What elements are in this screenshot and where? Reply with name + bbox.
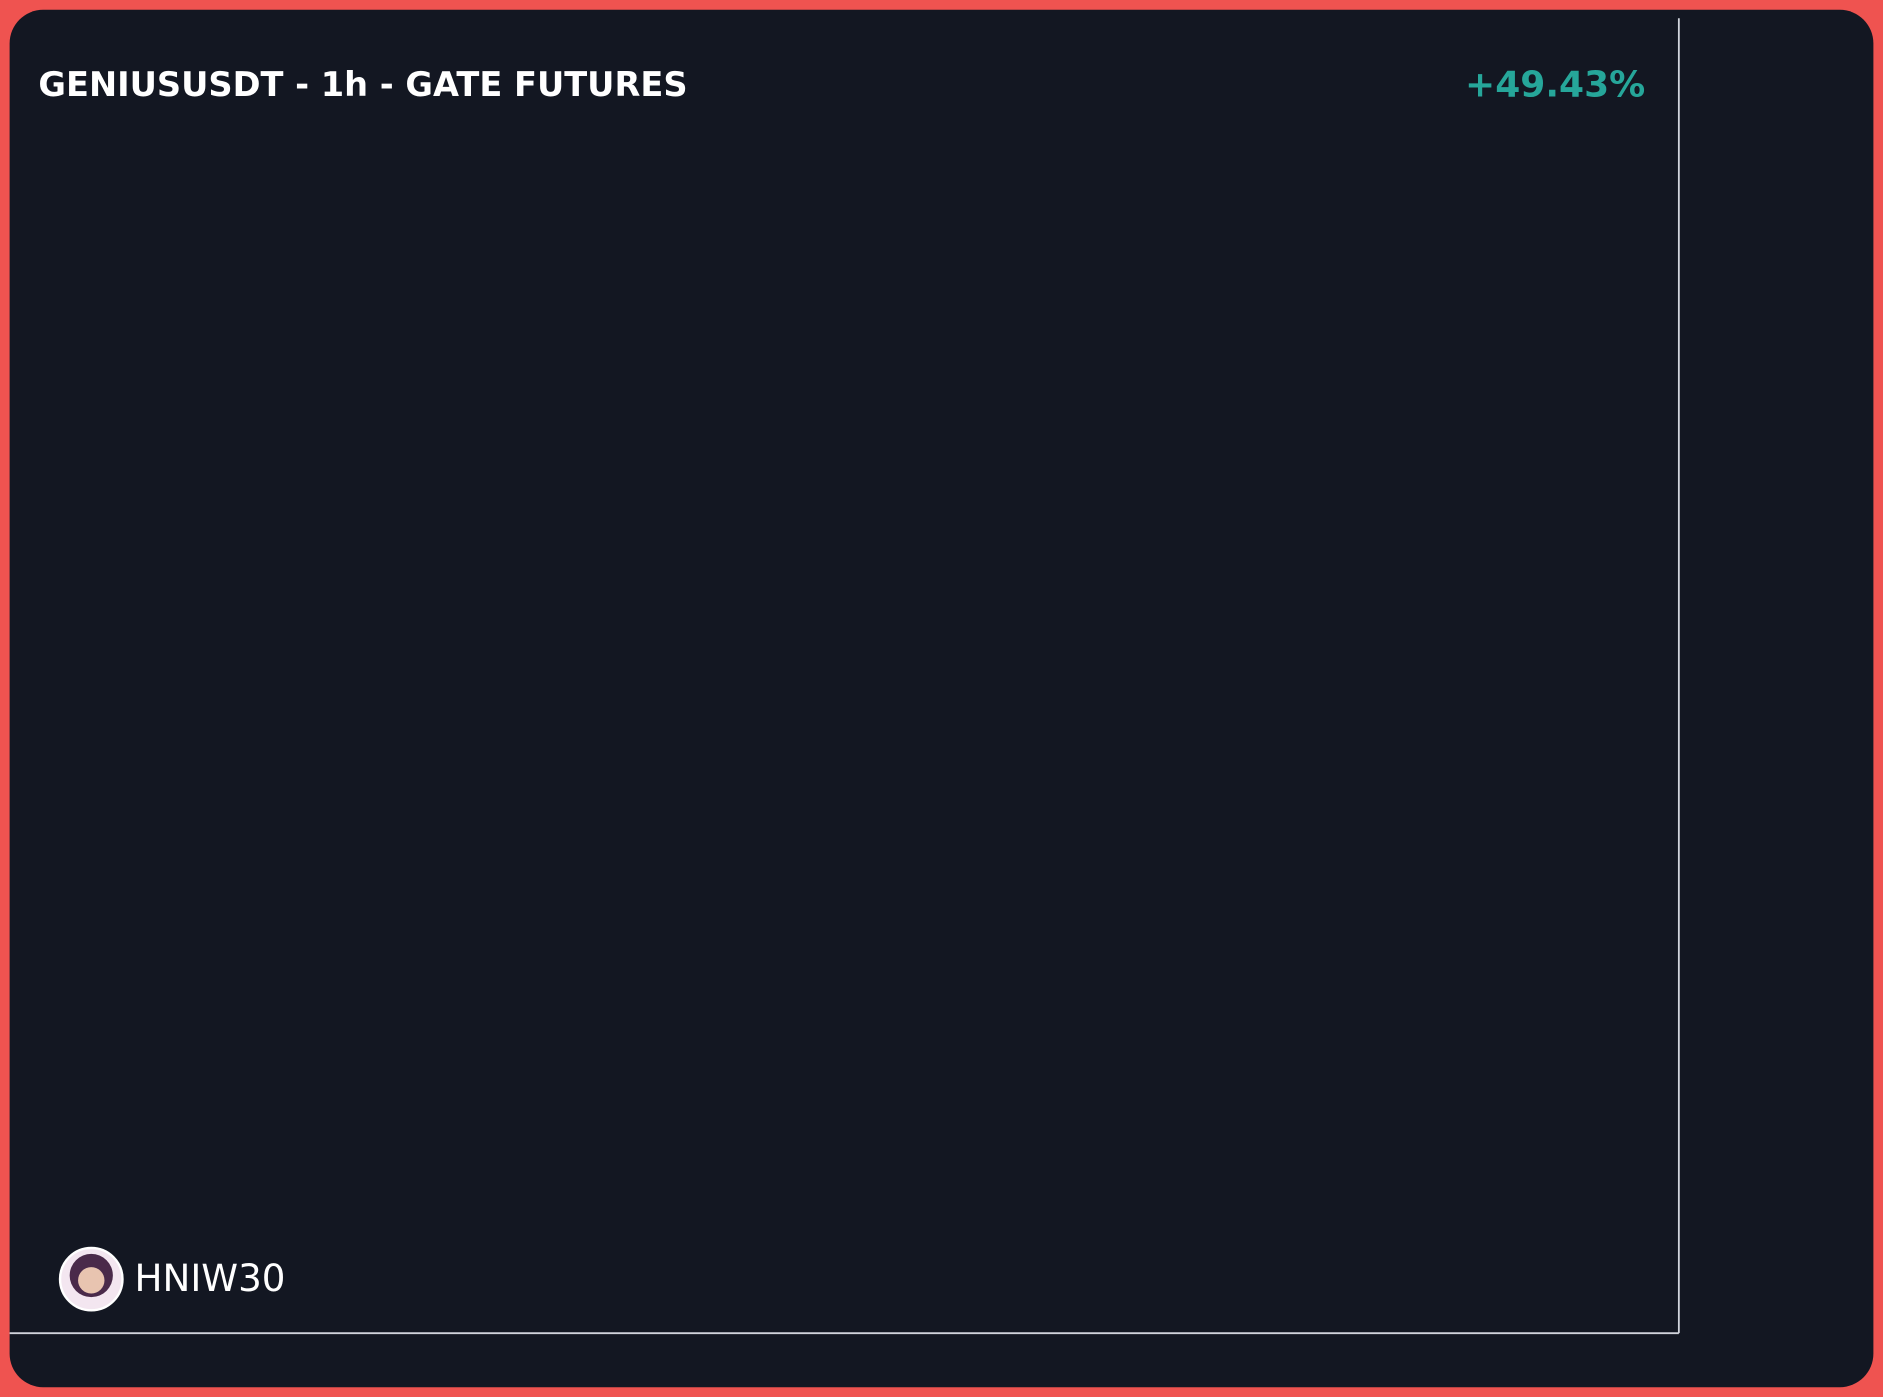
avatar xyxy=(58,1246,124,1312)
change-label: +49.43% xyxy=(1465,65,1645,106)
watermark: HNIW30 xyxy=(135,1256,286,1300)
chart-background xyxy=(9,9,1874,1388)
chart-title: GENIUSUSDT - 1h - GATE FUTURES xyxy=(38,65,687,104)
